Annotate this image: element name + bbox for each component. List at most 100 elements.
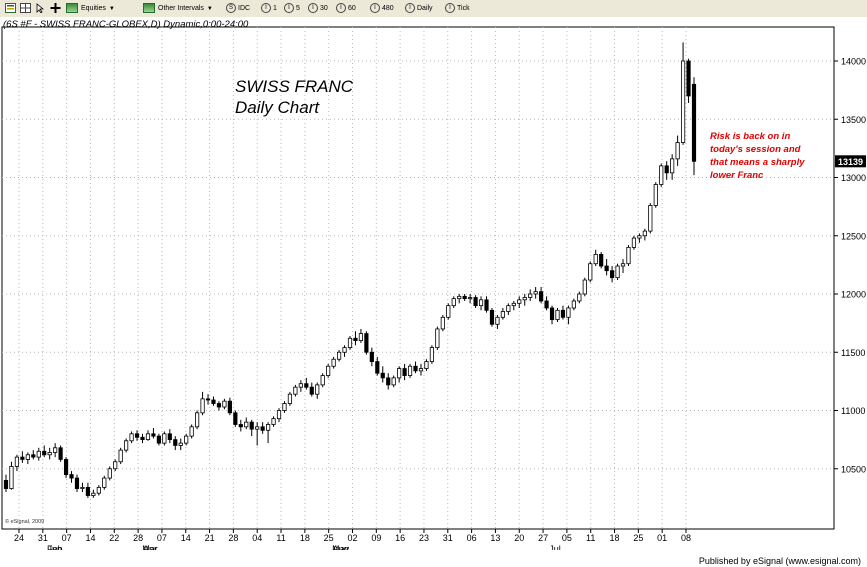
candle	[293, 384, 298, 397]
candle-body	[517, 299, 522, 304]
equities-menu[interactable]: Equities ▼	[66, 2, 115, 15]
candle-body	[549, 307, 555, 321]
interval-button-daily[interactable]: I Daily	[405, 2, 433, 15]
candle-body	[276, 410, 282, 420]
date-axis: 24 31 07 14 22 28 07 14 21 28 04 11 18 25 02 09 16 23 31 06…	[14, 529, 691, 550]
candle	[489, 307, 495, 327]
candle	[200, 391, 205, 416]
candle	[63, 457, 69, 479]
candle-body	[506, 305, 511, 312]
candle	[391, 375, 396, 388]
candle-body	[184, 435, 189, 444]
candle-body	[369, 351, 374, 362]
candle-body	[528, 293, 533, 298]
candle-body	[451, 298, 456, 307]
candle-body	[560, 309, 566, 318]
grid-icon[interactable]	[20, 3, 31, 13]
candle	[282, 401, 287, 413]
candle-body	[31, 454, 36, 458]
candle-body	[113, 461, 118, 470]
y-tick-label: 12500	[841, 231, 866, 241]
candle	[686, 58, 691, 103]
candle	[140, 433, 145, 444]
candle	[648, 203, 653, 234]
candle	[604, 259, 609, 276]
candle-body	[80, 486, 85, 489]
candle	[424, 359, 429, 371]
x-tick-label: 16	[395, 533, 405, 543]
x-tick-label: 27	[538, 533, 548, 543]
candle	[599, 252, 604, 269]
equities-icon	[66, 3, 78, 14]
candle	[216, 401, 222, 411]
candle	[642, 228, 647, 241]
candle	[315, 382, 320, 399]
chart-window-icon[interactable]	[5, 3, 16, 13]
candle	[451, 296, 456, 308]
clock-icon: S	[226, 3, 236, 14]
candle-body	[129, 433, 134, 442]
interval-button-idc[interactable]: S IDC	[226, 2, 250, 15]
candle	[664, 161, 669, 180]
candle	[222, 398, 227, 410]
candle	[276, 408, 282, 423]
candle-body	[675, 142, 680, 160]
candle-body	[315, 384, 320, 395]
x-tick-label: 02	[347, 533, 357, 543]
candle	[397, 366, 402, 383]
candle	[582, 277, 587, 297]
candle-body	[326, 365, 331, 376]
candle	[478, 296, 484, 311]
last-price-box	[835, 155, 866, 168]
candle	[539, 287, 544, 304]
interval-button-480[interactable]: I 480	[370, 2, 394, 15]
candle	[528, 289, 533, 301]
candle-body	[85, 486, 90, 496]
candle-body	[435, 328, 440, 348]
candle-body	[478, 299, 484, 307]
interval-button-60[interactable]: I 60	[336, 2, 356, 15]
candle-body	[555, 309, 560, 321]
candle	[413, 361, 418, 374]
candle-body	[637, 235, 642, 239]
candle	[184, 433, 189, 446]
candle	[326, 363, 331, 378]
candle	[506, 303, 511, 315]
candle-body	[533, 291, 538, 295]
candle-body	[42, 450, 47, 456]
candle-body	[134, 433, 140, 438]
candle	[407, 363, 413, 378]
candle-body	[298, 383, 303, 388]
price-chart[interactable]: 10500 11000 11500 12000 12500 13000 13500 14000…	[0, 17, 867, 550]
candle	[36, 447, 41, 461]
candle	[418, 363, 424, 376]
candle	[304, 377, 309, 390]
last-price-label: 13139	[838, 157, 863, 167]
candle-body	[74, 477, 80, 489]
intervals-menu[interactable]: Other Intervals ▼	[143, 2, 213, 15]
candle-body	[418, 368, 424, 372]
candle-body	[309, 386, 314, 395]
candle-body	[260, 426, 265, 431]
candle-body	[189, 426, 194, 437]
candle	[675, 135, 680, 166]
interval-button-tick[interactable]: I Tick	[445, 2, 470, 15]
clock-icon: I	[261, 3, 271, 14]
candle	[249, 419, 254, 437]
x-tick-label: 23	[419, 533, 429, 543]
x-tick-label: 31	[38, 533, 48, 543]
candle	[271, 416, 276, 427]
candle	[533, 287, 538, 299]
candle-body	[36, 450, 41, 458]
candle	[380, 366, 385, 383]
plus-icon[interactable]	[50, 3, 61, 13]
candle-body	[489, 309, 495, 325]
cursor-icon[interactable]	[35, 3, 46, 13]
candle-body	[691, 83, 697, 162]
candles	[3, 42, 697, 498]
interval-button-30[interactable]: I 30	[308, 2, 328, 15]
candle-body	[446, 305, 451, 318]
candle	[691, 77, 697, 176]
